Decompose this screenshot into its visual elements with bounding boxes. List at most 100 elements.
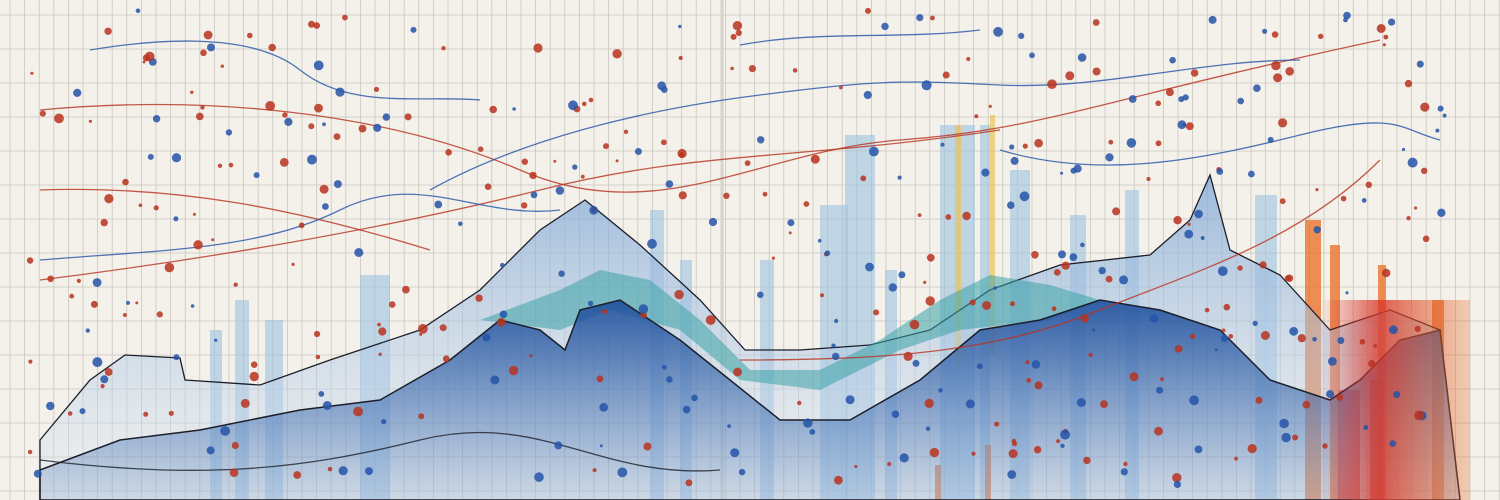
red-dot (839, 85, 843, 90)
blue-dot (1361, 198, 1367, 203)
blue-dot (899, 453, 909, 463)
red-dot (104, 194, 114, 204)
blue-dot (832, 352, 840, 361)
red-dot (643, 442, 652, 451)
red-dot (1172, 473, 1182, 483)
red-dot (190, 90, 194, 95)
blue-dot (817, 238, 822, 243)
red-dot (69, 293, 75, 299)
red-dot (1414, 325, 1421, 333)
red-dot (1154, 426, 1163, 436)
blue-dot (891, 410, 900, 419)
blue-dot (1009, 144, 1015, 150)
blue-dot (534, 472, 544, 482)
blue-dot (869, 146, 879, 157)
red-dot (982, 301, 992, 310)
red-dot (1047, 79, 1057, 89)
blue-dot (845, 395, 855, 405)
red-dot (265, 101, 276, 111)
red-dot (30, 71, 34, 75)
red-dot (489, 105, 498, 114)
blue-dot (73, 88, 82, 97)
red-dot (588, 97, 594, 103)
blue-dot (757, 136, 765, 144)
trend-line (39, 129, 1001, 281)
blue-dot (1208, 15, 1217, 24)
blue-dot (85, 328, 91, 333)
red-dot (1247, 444, 1257, 454)
blue-dot (1200, 236, 1205, 240)
red-dot (521, 202, 528, 209)
red-dot (1422, 235, 1430, 243)
red-dot (228, 162, 234, 168)
blue-dot (1105, 153, 1114, 162)
trend-line (39, 39, 1381, 193)
blue-dot (313, 60, 324, 71)
red-dot (27, 449, 33, 455)
blue-dot (482, 333, 491, 342)
red-dot (1284, 275, 1291, 282)
red-dot (1100, 400, 1108, 409)
blue-dot (682, 405, 691, 414)
red-dot (1190, 69, 1199, 77)
blue-dot (824, 250, 831, 256)
red-dot (439, 324, 447, 332)
blue-dot (318, 391, 325, 397)
red-dot (1273, 73, 1283, 83)
red-dot (1315, 188, 1319, 192)
red-dot (1318, 33, 1324, 39)
red-dot (1420, 102, 1430, 112)
blue-dot (92, 357, 103, 368)
red-dot (1092, 67, 1101, 76)
red-dot (603, 143, 609, 150)
blue-dot (638, 304, 649, 314)
blue-dot (617, 467, 628, 478)
blue-dot (1389, 440, 1396, 447)
red-dot (1279, 198, 1286, 205)
blue-dot (1077, 53, 1087, 62)
red-dot (1185, 122, 1194, 131)
red-dot (327, 466, 333, 472)
red-dot (860, 175, 867, 182)
blue-dot (338, 466, 348, 476)
red-dot (193, 240, 203, 250)
blue-dot (921, 80, 932, 91)
red-dot (247, 32, 253, 39)
red-dot (1053, 269, 1061, 276)
red-dot (917, 213, 922, 218)
blue-dot (809, 429, 816, 435)
blue-dot (1388, 18, 1396, 26)
blue-dot (1194, 445, 1203, 454)
red-dot (732, 21, 743, 31)
blue-dot (1313, 226, 1321, 234)
red-dot (1204, 307, 1210, 313)
red-dot (994, 421, 1000, 427)
red-dot (1123, 461, 1128, 467)
red-dot (810, 154, 820, 164)
trend-line (739, 159, 1381, 361)
blue-dot (976, 363, 983, 370)
red-dot (1365, 181, 1373, 188)
blue-dot (1149, 314, 1159, 323)
red-dot (484, 183, 492, 190)
red-dot (1033, 446, 1042, 454)
blue-dot (1019, 191, 1030, 202)
red-dot (47, 275, 54, 283)
red-dot (1297, 334, 1306, 343)
blue-dot (190, 304, 195, 308)
red-dot (122, 178, 129, 186)
red-dot (1187, 222, 1191, 226)
red-dot (820, 293, 824, 298)
red-dot (1080, 314, 1089, 323)
blue-dot (993, 286, 997, 290)
trend-line (89, 40, 481, 101)
red-dot (308, 20, 315, 28)
red-dot (442, 355, 450, 363)
blue-dot (1128, 95, 1137, 103)
blue-dot (1119, 275, 1129, 285)
blue-dot (897, 175, 902, 180)
red-dot (378, 352, 382, 356)
red-dot (196, 112, 204, 121)
red-dot (723, 192, 730, 199)
